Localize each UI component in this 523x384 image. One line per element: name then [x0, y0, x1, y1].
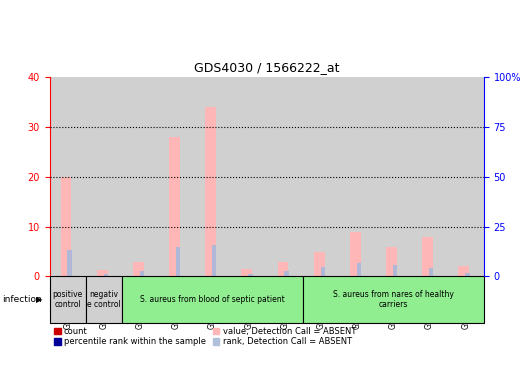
Bar — [86, 276, 122, 323]
Text: negativ
e control: negativ e control — [87, 290, 121, 309]
Bar — [104, 274, 108, 276]
Bar — [133, 262, 144, 276]
Bar — [212, 245, 217, 276]
Bar — [122, 77, 158, 276]
Bar — [61, 177, 71, 276]
Bar — [140, 271, 144, 276]
Bar — [267, 77, 303, 276]
Text: ▶: ▶ — [36, 295, 42, 304]
Bar — [231, 77, 267, 276]
Bar — [321, 267, 325, 276]
Bar — [357, 263, 361, 276]
Bar — [158, 77, 195, 276]
Bar — [412, 77, 448, 276]
Bar — [176, 247, 180, 276]
Bar — [169, 137, 180, 276]
Text: positive
control: positive control — [53, 290, 83, 309]
Bar — [50, 77, 86, 276]
Bar — [50, 276, 86, 323]
Bar — [97, 270, 108, 276]
Text: S. aureus from blood of septic patient: S. aureus from blood of septic patient — [140, 295, 285, 304]
Bar — [205, 107, 216, 276]
Legend: count, percentile rank within the sample, value, Detection Call = ABSENT, rank, : count, percentile rank within the sample… — [54, 327, 356, 346]
Bar — [393, 265, 397, 276]
Bar — [448, 77, 484, 276]
Bar — [303, 276, 484, 323]
Bar — [278, 262, 289, 276]
Bar — [248, 274, 253, 276]
Bar — [350, 232, 361, 276]
Bar — [422, 237, 433, 276]
Bar — [429, 268, 434, 276]
Bar — [314, 252, 325, 276]
Bar — [86, 77, 122, 276]
Bar — [459, 266, 469, 276]
Text: infection: infection — [3, 295, 42, 304]
Bar — [375, 77, 412, 276]
Bar — [67, 250, 72, 276]
Text: S. aureus from nares of healthy
carriers: S. aureus from nares of healthy carriers — [333, 290, 454, 309]
Bar — [122, 276, 303, 323]
Bar — [195, 77, 231, 276]
Bar — [285, 271, 289, 276]
Bar — [242, 269, 252, 276]
Bar — [465, 273, 470, 276]
Bar — [386, 247, 397, 276]
Title: GDS4030 / 1566222_at: GDS4030 / 1566222_at — [194, 61, 339, 74]
Bar — [339, 77, 375, 276]
Bar — [303, 77, 339, 276]
